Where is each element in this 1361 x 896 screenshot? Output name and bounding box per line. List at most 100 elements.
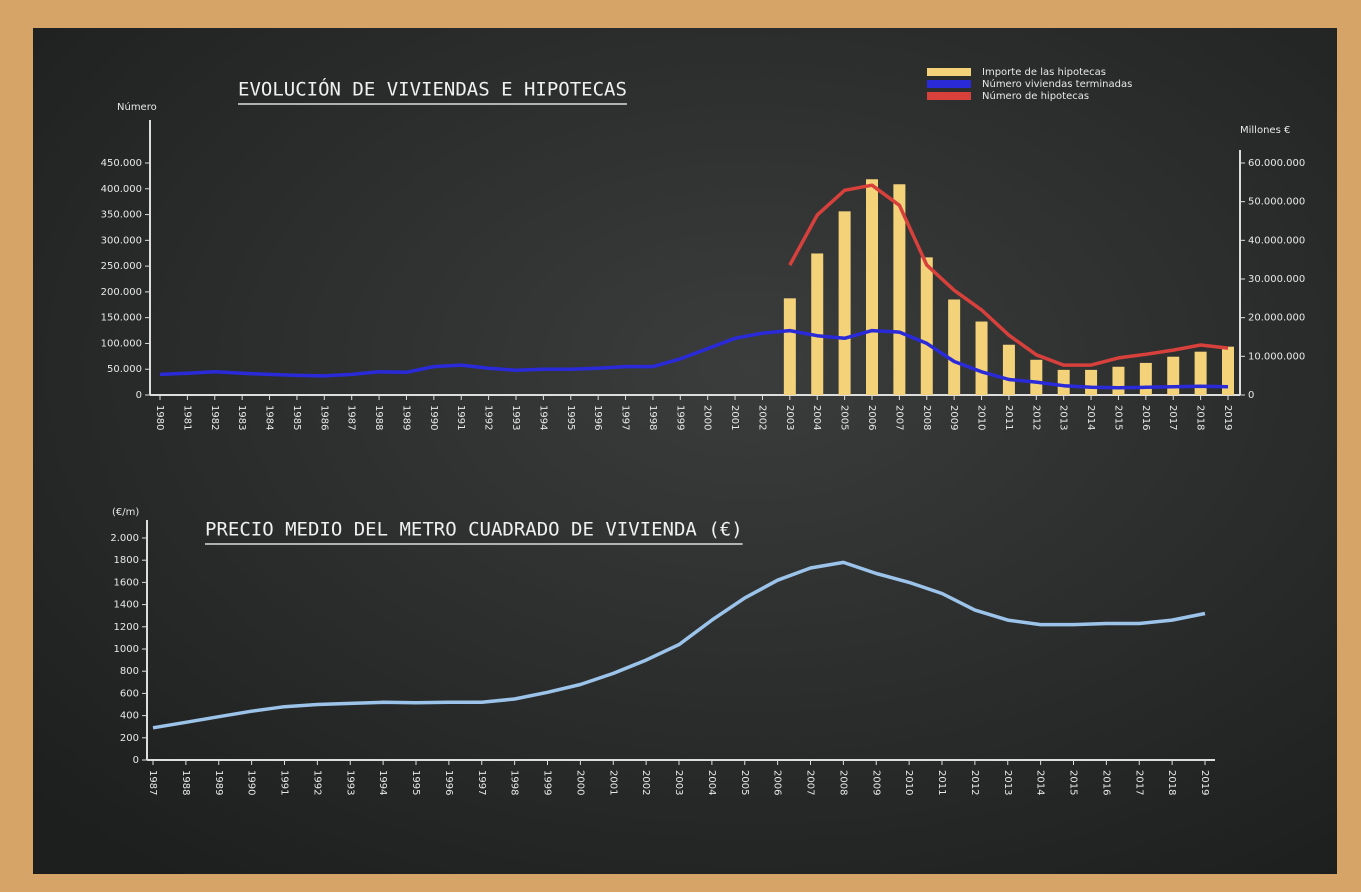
- y-tick-label: 400: [120, 711, 139, 722]
- x-tick-label: 2005: [739, 770, 750, 795]
- y2-tick-label: 40.000.000: [1248, 235, 1305, 246]
- x-tick-label: 2016: [1140, 405, 1151, 430]
- x-tick-label: 1993: [510, 405, 521, 430]
- x-tick-label: 2003: [673, 770, 684, 795]
- y-tick-label: 1600: [114, 577, 139, 588]
- bar: [1139, 362, 1152, 395]
- y-tick-label: 1400: [114, 600, 139, 611]
- x-tick-label: 1988: [180, 770, 191, 795]
- y-tick-label: 1800: [114, 555, 139, 566]
- board: [33, 28, 1337, 874]
- bar: [1167, 356, 1180, 395]
- chart-title: EVOLUCIÓN DE VIVIENDAS E HIPOTECAS: [238, 77, 627, 101]
- x-tick-label: 1983: [236, 405, 247, 430]
- x-tick-label: 1998: [647, 405, 658, 430]
- y2-tick-label: 10.000.000: [1248, 351, 1305, 362]
- y-tick-label: 1200: [114, 622, 139, 633]
- x-tick-label: 1995: [565, 405, 576, 430]
- y-tick-label: 300.000: [101, 235, 142, 246]
- x-tick-label: 1990: [246, 770, 257, 795]
- y-tick-label: 200.000: [101, 287, 142, 298]
- bar: [1002, 344, 1015, 395]
- x-tick-label: 1981: [181, 405, 192, 430]
- y-tick-label: 0: [133, 755, 139, 766]
- line: [788, 183, 1229, 367]
- bar: [783, 298, 796, 395]
- bar: [948, 299, 961, 395]
- x-tick-label: 2003: [784, 405, 795, 430]
- bar: [893, 184, 906, 395]
- bar: [1030, 359, 1043, 395]
- x-tick-label: 1987: [147, 770, 158, 795]
- x-tick-label: 2000: [702, 405, 713, 430]
- x-tick-label: 1991: [455, 405, 466, 430]
- y-tick-label: 0: [136, 390, 142, 401]
- x-tick-label: 2010: [903, 770, 914, 795]
- y2-tick-label: 60.000.000: [1248, 158, 1305, 169]
- x-tick-label: 2018: [1166, 770, 1177, 795]
- x-tick-label: 2013: [1002, 770, 1013, 795]
- x-tick-label: 1984: [264, 405, 275, 430]
- y-tick-label: 200: [120, 733, 139, 744]
- bar: [1194, 351, 1207, 395]
- y-tick-label: 100.000: [101, 338, 142, 349]
- x-tick-label: 2013: [1058, 405, 1069, 430]
- x-tick-label: 2018: [1195, 405, 1206, 430]
- x-tick-label: 1997: [620, 405, 631, 430]
- bar: [811, 253, 824, 395]
- x-tick-label: 2008: [921, 405, 932, 430]
- y-tick-label: 150.000: [101, 313, 142, 324]
- y2-axis-label: Millones €: [1240, 125, 1290, 136]
- x-tick-label: 1982: [209, 405, 220, 430]
- y-tick-label: 1000: [114, 644, 139, 655]
- legend-label: Número viviendas terminadas: [982, 78, 1132, 90]
- bar: [1112, 366, 1125, 395]
- y-tick-label: 250.000: [101, 261, 142, 272]
- x-tick-label: 1990: [428, 405, 439, 430]
- x-tick-label: 1986: [318, 405, 329, 430]
- x-tick-label: 2017: [1167, 405, 1178, 430]
- y-tick-label: 450.000: [101, 158, 142, 169]
- x-tick-label: 2001: [607, 770, 618, 795]
- x-tick-label: 1989: [400, 405, 411, 430]
- x-tick-label: 2014: [1035, 770, 1046, 795]
- x-tick-label: 2012: [1030, 405, 1041, 430]
- y-tick-label: 600: [120, 688, 139, 699]
- x-tick-label: 2000: [574, 770, 585, 795]
- x-tick-label: 1985: [291, 405, 302, 430]
- x-tick-label: 2010: [976, 405, 987, 430]
- line: [152, 560, 1206, 730]
- x-tick-label: 1998: [509, 770, 520, 795]
- y-tick-label: 400.000: [101, 184, 142, 195]
- x-tick-label: 1995: [410, 770, 421, 795]
- x-tick-label: 2006: [866, 405, 877, 430]
- y-axis-label: Número: [117, 101, 157, 113]
- x-tick-label: 2015: [1112, 405, 1123, 430]
- x-tick-label: 2002: [756, 405, 767, 430]
- line: [159, 328, 1229, 390]
- x-tick-label: 1997: [476, 770, 487, 795]
- y2-tick-label: 30.000.000: [1248, 274, 1305, 285]
- legend-label: Importe de las hipotecas: [982, 67, 1106, 78]
- bar: [1085, 369, 1098, 395]
- bar: [838, 211, 851, 395]
- x-tick-label: 2004: [811, 405, 822, 430]
- x-tick-label: 2016: [1100, 770, 1111, 795]
- x-tick-label: 1999: [674, 405, 685, 430]
- x-tick-label: 1980: [154, 405, 165, 430]
- x-tick-label: 2004: [706, 770, 717, 795]
- x-tick-label: 1989: [213, 770, 224, 795]
- x-tick-label: 2005: [839, 405, 850, 430]
- x-tick-label: 2006: [772, 770, 783, 795]
- chart-title: PRECIO MEDIO DEL METRO CUADRADO DE VIVIE…: [205, 519, 743, 541]
- bar: [866, 179, 878, 395]
- x-tick-label: 2008: [837, 770, 848, 795]
- x-tick-label: 2015: [1068, 770, 1079, 795]
- x-tick-label: 2019: [1222, 405, 1233, 430]
- y-tick-label: 350.000: [101, 210, 142, 221]
- bar: [1222, 346, 1234, 395]
- x-tick-label: 2007: [805, 770, 816, 795]
- x-tick-label: 1992: [311, 770, 322, 795]
- x-tick-label: 1992: [483, 405, 494, 430]
